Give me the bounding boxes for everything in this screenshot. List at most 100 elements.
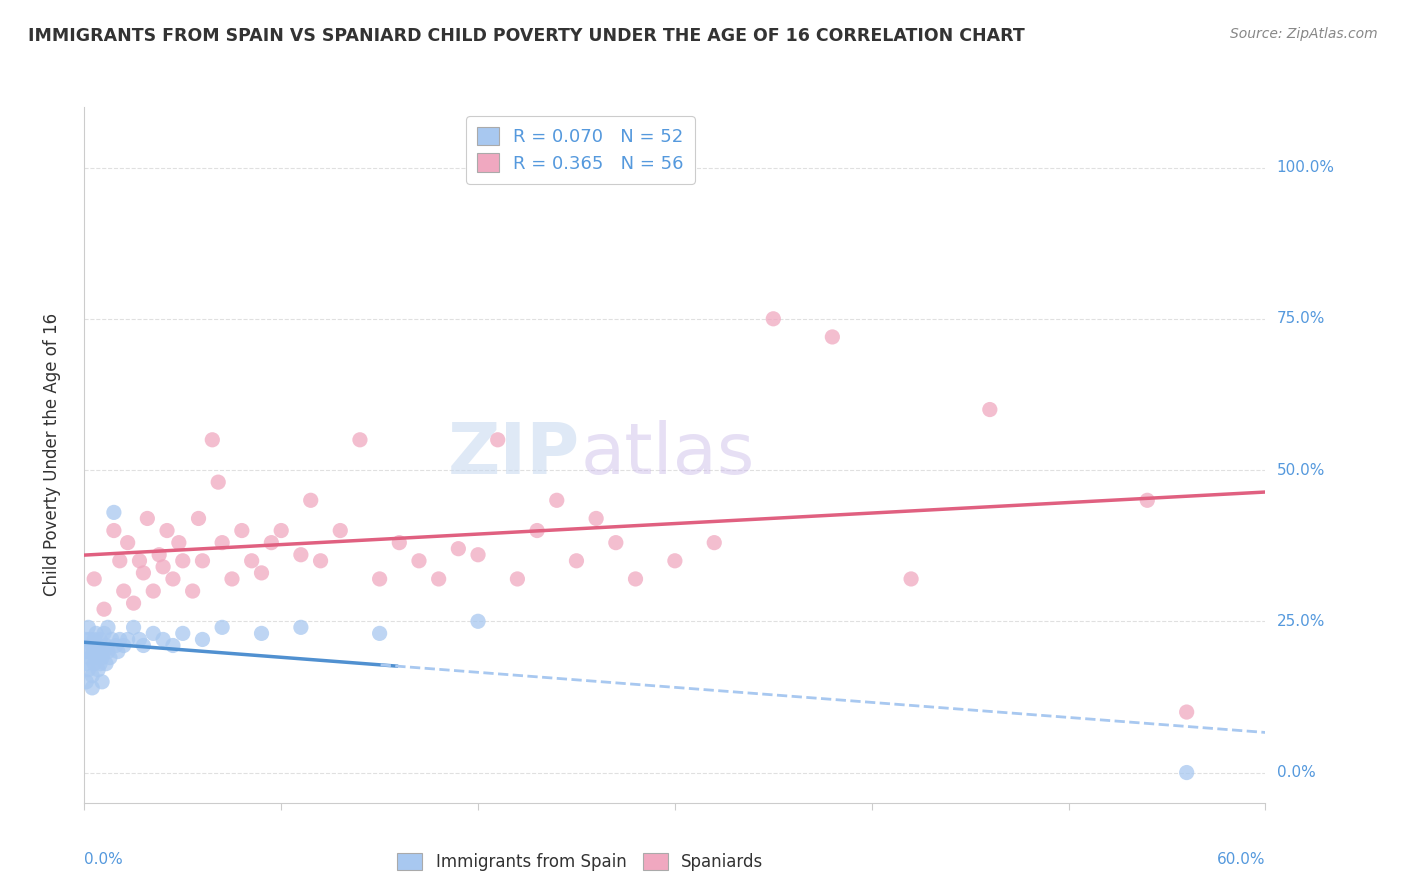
Point bbox=[82, 669, 104, 683]
Text: IMMIGRANTS FROM SPAIN VS SPANIARD CHILD POVERTY UNDER THE AGE OF 16 CORRELATION : IMMIGRANTS FROM SPAIN VS SPANIARD CHILD … bbox=[28, 27, 1025, 45]
Text: 0.0%: 0.0% bbox=[1277, 765, 1315, 780]
Point bbox=[136, 511, 159, 525]
Point bbox=[664, 554, 686, 568]
Point bbox=[162, 639, 184, 653]
Point bbox=[167, 535, 190, 549]
Point bbox=[97, 644, 120, 658]
Point bbox=[250, 626, 273, 640]
Point bbox=[108, 554, 131, 568]
Point bbox=[82, 639, 104, 653]
Point bbox=[142, 584, 165, 599]
Point bbox=[201, 433, 224, 447]
Text: 0.0%: 0.0% bbox=[84, 852, 124, 866]
Point bbox=[83, 632, 105, 647]
Point bbox=[703, 535, 725, 549]
Point bbox=[98, 650, 121, 665]
Y-axis label: Child Poverty Under the Age of 16: Child Poverty Under the Age of 16 bbox=[42, 313, 60, 597]
Point bbox=[368, 626, 391, 640]
Legend: Immigrants from Spain, Spaniards: Immigrants from Spain, Spaniards bbox=[391, 847, 770, 878]
Point bbox=[77, 663, 100, 677]
Point bbox=[290, 620, 312, 634]
Point bbox=[97, 620, 120, 634]
Point bbox=[152, 559, 174, 574]
Point bbox=[979, 402, 1001, 417]
Point bbox=[231, 524, 253, 538]
Point bbox=[427, 572, 450, 586]
Point bbox=[108, 632, 131, 647]
Point bbox=[77, 620, 100, 634]
Point bbox=[84, 650, 107, 665]
Text: 100.0%: 100.0% bbox=[1277, 160, 1334, 175]
Point bbox=[77, 644, 100, 658]
Point bbox=[112, 584, 135, 599]
Point bbox=[526, 524, 548, 538]
Point bbox=[506, 572, 529, 586]
Point bbox=[89, 657, 111, 671]
Text: 75.0%: 75.0% bbox=[1277, 311, 1324, 326]
Point bbox=[148, 548, 170, 562]
Point bbox=[260, 535, 283, 549]
Point bbox=[181, 584, 204, 599]
Point bbox=[75, 644, 97, 658]
Point bbox=[91, 674, 114, 689]
Point bbox=[221, 572, 243, 586]
Point bbox=[93, 602, 115, 616]
Point bbox=[329, 524, 352, 538]
Point bbox=[83, 644, 105, 658]
Point bbox=[900, 572, 922, 586]
Point bbox=[270, 524, 292, 538]
Text: 25.0%: 25.0% bbox=[1277, 614, 1324, 629]
Point bbox=[1175, 765, 1198, 780]
Point bbox=[152, 632, 174, 647]
Point bbox=[128, 632, 150, 647]
Point bbox=[94, 639, 117, 653]
Point bbox=[122, 596, 145, 610]
Point bbox=[87, 639, 110, 653]
Point bbox=[172, 626, 194, 640]
Point bbox=[388, 535, 411, 549]
Point bbox=[408, 554, 430, 568]
Point bbox=[191, 554, 214, 568]
Point bbox=[75, 674, 97, 689]
Point bbox=[107, 644, 129, 658]
Point bbox=[93, 626, 115, 640]
Point bbox=[467, 548, 489, 562]
Point bbox=[467, 615, 489, 629]
Point bbox=[142, 626, 165, 640]
Point bbox=[187, 511, 209, 525]
Point bbox=[122, 620, 145, 634]
Point bbox=[112, 639, 135, 653]
Point bbox=[211, 620, 233, 634]
Point bbox=[211, 535, 233, 549]
Point bbox=[132, 566, 155, 580]
Point bbox=[104, 639, 127, 653]
Point bbox=[821, 330, 844, 344]
Point bbox=[94, 657, 117, 671]
Text: ZIP: ZIP bbox=[449, 420, 581, 490]
Point bbox=[1136, 493, 1159, 508]
Point bbox=[132, 639, 155, 653]
Point bbox=[162, 572, 184, 586]
Point bbox=[309, 554, 332, 568]
Point bbox=[103, 505, 125, 519]
Point bbox=[290, 548, 312, 562]
Point bbox=[156, 524, 179, 538]
Point bbox=[79, 650, 101, 665]
Point bbox=[103, 524, 125, 538]
Point bbox=[565, 554, 588, 568]
Point bbox=[117, 535, 139, 549]
Point bbox=[75, 632, 97, 647]
Point bbox=[101, 632, 124, 647]
Point bbox=[89, 632, 111, 647]
Point bbox=[624, 572, 647, 586]
Point bbox=[83, 657, 105, 671]
Text: atlas: atlas bbox=[581, 420, 755, 490]
Point bbox=[447, 541, 470, 556]
Point bbox=[605, 535, 627, 549]
Point bbox=[762, 311, 785, 326]
Point bbox=[87, 644, 110, 658]
Point bbox=[207, 475, 229, 490]
Point bbox=[349, 433, 371, 447]
Point bbox=[82, 681, 104, 695]
Text: 50.0%: 50.0% bbox=[1277, 463, 1324, 477]
